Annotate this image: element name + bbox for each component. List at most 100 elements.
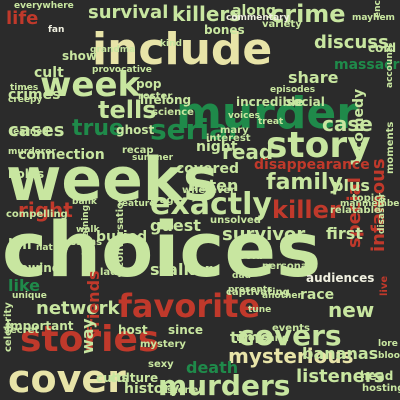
word-bank: bank xyxy=(72,197,97,207)
word-include: include xyxy=(92,24,273,75)
word-discuss: discuss xyxy=(314,32,389,53)
word-another: another xyxy=(262,291,302,301)
word-weeks: weeks xyxy=(6,145,219,215)
word-listen: listen xyxy=(188,176,239,195)
word-massacre: massacre xyxy=(334,57,400,73)
word-holes: holes xyxy=(8,167,45,181)
word-voices: voices xyxy=(228,111,260,121)
word-connection: connection xyxy=(18,147,105,163)
word-cases: cases xyxy=(8,120,65,141)
word-disappearance: disappearance xyxy=(254,157,370,173)
word-race: race xyxy=(300,287,335,303)
word-plus: plus xyxy=(332,176,370,195)
word-murderer: murderer xyxy=(8,147,56,157)
word-walk: walk xyxy=(76,225,100,235)
word-mysterious: mysterious xyxy=(228,344,354,368)
word-disaster: disaster xyxy=(377,192,387,234)
word-mayhem: mayhem xyxy=(352,13,395,23)
word-listeners: listeners xyxy=(296,366,385,387)
word-ghost: ghost xyxy=(116,123,155,137)
word-moments: moments xyxy=(385,121,396,174)
word-variety: variety xyxy=(262,19,302,30)
word-relatable: relatable xyxy=(330,205,381,216)
word-lifelong: lifelong xyxy=(140,93,192,107)
word-culture: culture xyxy=(110,371,159,385)
word-bones: bones xyxy=(204,23,245,37)
word-buried: buried xyxy=(96,229,148,245)
word-pop: pop xyxy=(136,77,162,91)
word-along: along xyxy=(232,3,276,19)
word-stories: stories xyxy=(20,319,160,360)
word-mary: mary xyxy=(220,125,249,136)
word-times: times xyxy=(10,83,39,93)
word-incredible: incredible xyxy=(236,95,304,109)
word-unsolved: unsolved xyxy=(210,215,261,226)
word-treat: treat xyxy=(258,117,284,127)
word-case: case xyxy=(322,112,373,136)
word-thousand: thousand xyxy=(236,333,289,344)
word-science: science xyxy=(152,107,194,118)
word-way: way xyxy=(78,318,97,354)
word-covered: covered xyxy=(176,161,239,177)
word-first: first xyxy=(326,224,363,243)
word-interest: interest xyxy=(206,133,251,144)
word-episodes: episodes xyxy=(270,85,316,95)
word-dad: dad xyxy=(232,271,251,281)
word-time: time xyxy=(230,328,271,347)
word-kill: kill xyxy=(8,237,32,253)
word-rewind: rewind xyxy=(14,261,61,275)
word-story: story xyxy=(266,125,371,166)
word-summer: summer xyxy=(132,153,174,163)
word-unique: unique xyxy=(12,291,47,301)
word-head: head xyxy=(360,369,394,383)
word-like: like xyxy=(8,276,41,295)
word-survivor: survivor xyxy=(222,224,306,245)
word-learned: learned xyxy=(10,127,49,137)
word-mystery: mystery xyxy=(140,339,186,350)
word-live: live xyxy=(379,275,390,296)
word-accounts: accounts xyxy=(385,42,395,88)
word-creepy: creepy xyxy=(8,95,43,105)
word-important: important xyxy=(6,319,74,333)
word-show: show xyxy=(62,49,98,63)
word-right: right xyxy=(18,198,73,222)
word-listener: listener xyxy=(160,385,204,396)
word-choices: choices xyxy=(2,205,322,294)
word-secret: secret xyxy=(4,325,40,336)
word-murder: murder xyxy=(176,88,358,139)
word-commentary: commentary xyxy=(226,13,290,23)
word-cover: cover xyxy=(8,357,126,400)
word-hosting: hosting xyxy=(362,383,400,394)
word-compelling: compelling xyxy=(6,209,68,220)
word-stalker: stalker xyxy=(150,260,213,279)
word-sexy: sexy xyxy=(148,359,174,370)
word-killer: killer xyxy=(272,196,341,224)
word-everywhere: everywhere xyxy=(14,1,74,11)
word-cult: cult xyxy=(34,65,64,81)
word-murders: murders xyxy=(158,369,291,400)
word-events: events xyxy=(272,323,310,334)
word-man: man xyxy=(340,199,362,209)
word-serial: serial xyxy=(150,113,238,146)
word-comedy: comedy xyxy=(351,88,367,150)
word-killers: killers xyxy=(172,2,242,26)
word-cold: cold xyxy=(368,41,397,55)
word-since: since xyxy=(168,323,204,337)
word-crime: crime xyxy=(270,0,346,28)
word-recap: recap xyxy=(122,145,154,156)
word-exactly: exactly xyxy=(150,187,272,222)
word-feature: feature xyxy=(118,199,156,209)
word-bold: bold xyxy=(238,251,263,262)
word-cults: cults xyxy=(96,371,129,385)
word-fan: fan xyxy=(48,25,65,35)
word-nation: nation xyxy=(36,243,69,253)
word-family: family xyxy=(266,170,343,195)
word-topics: topics xyxy=(352,193,387,204)
word-covers: covers xyxy=(238,319,342,352)
word-share: share xyxy=(288,68,339,87)
word-night: night xyxy=(196,139,238,155)
word-bananas: bananas xyxy=(302,344,379,363)
word-tells: tells xyxy=(98,96,157,124)
